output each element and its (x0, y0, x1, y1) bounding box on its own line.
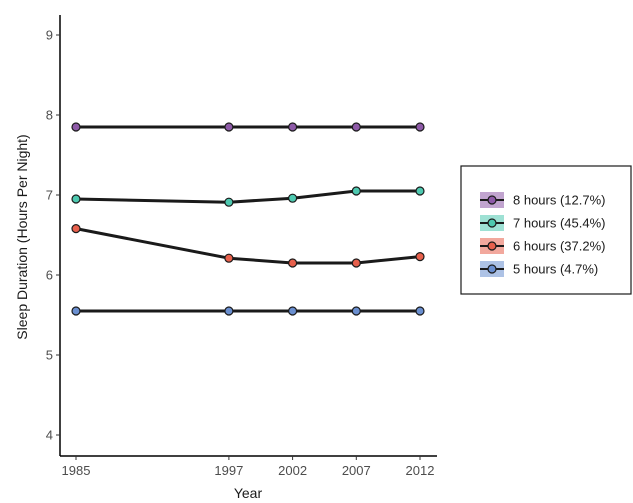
series-line-1 (74, 189, 422, 204)
x-tick-label: 2012 (406, 463, 435, 478)
series-point (351, 122, 361, 132)
x-tick-label: 1985 (62, 463, 91, 478)
series-point (351, 258, 361, 268)
y-tick-label: 6 (46, 268, 53, 283)
legend-label: 7 hours (45.4%) (513, 216, 606, 231)
series-point (224, 306, 234, 316)
series-points (71, 122, 425, 316)
series-point (224, 253, 234, 263)
legend-key-point (487, 195, 497, 205)
axes: 4 5 6 7 8 9 1985 1997 2002 2007 2012 (46, 15, 437, 478)
y-tick-label: 5 (46, 348, 53, 363)
series-point (224, 197, 234, 207)
x-tick-label: 1997 (214, 463, 243, 478)
series-point (224, 122, 234, 132)
series-point (415, 122, 425, 132)
series-point (71, 306, 81, 316)
legend-label: 5 hours (4.7%) (513, 262, 598, 277)
series-point (71, 194, 81, 204)
y-tick-label: 8 (46, 108, 53, 123)
series-point (287, 122, 298, 132)
series-point (71, 224, 81, 234)
legend-label: 6 hours (37.2%) (513, 239, 606, 254)
legend-key-point (487, 241, 497, 251)
series-lines (74, 125, 422, 313)
series-point (415, 306, 425, 316)
series-point (351, 186, 361, 196)
series-point (287, 306, 298, 316)
x-tick-label: 2002 (278, 463, 307, 478)
series-point (71, 122, 81, 132)
y-tick-label: 4 (46, 428, 53, 443)
legend: 8 hours (12.7%) 7 hours (45.4%) 6 hours (3… (460, 165, 632, 295)
y-tick-label: 9 (46, 28, 53, 43)
y-axis-title: Sleep Duration (Hours Per Night) (14, 134, 30, 339)
series-line-2 (74, 227, 422, 265)
x-tick-label: 2007 (342, 463, 371, 478)
series-point (415, 252, 425, 262)
series-point (287, 193, 298, 203)
legend-key-point (487, 264, 497, 274)
series-point (287, 258, 298, 268)
legend-key-point (487, 218, 497, 228)
series-point (351, 306, 361, 316)
x-axis-title: Year (234, 485, 263, 501)
legend-label: 8 hours (12.7%) (513, 193, 606, 208)
series-point (415, 186, 425, 196)
y-tick-label: 7 (46, 188, 53, 203)
